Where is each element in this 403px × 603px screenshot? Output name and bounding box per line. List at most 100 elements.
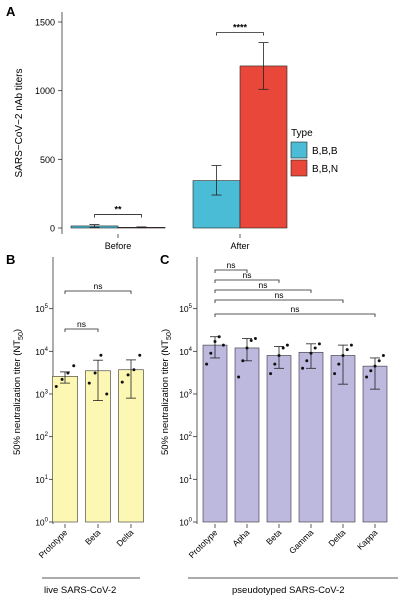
bar-after-b-b-n xyxy=(239,65,288,229)
panel-b-y-label: 50% neutralization titer (NT50) xyxy=(12,329,25,455)
panel-a-letter: A xyxy=(6,4,16,19)
significance-bracket-2 xyxy=(214,289,312,293)
panel-a-bars xyxy=(70,42,288,229)
y-tick-label-1000: 103 xyxy=(35,390,48,400)
y-tick-label-1: 100 xyxy=(179,518,192,528)
data-point-kappa-2 xyxy=(373,364,377,368)
significance-bracket-4 xyxy=(214,313,376,317)
panel-b-significance: ns ns xyxy=(64,281,132,332)
y-tick-label-1000: 103 xyxy=(179,390,192,400)
data-point-apha-4 xyxy=(253,336,257,340)
data-point-prototype-3 xyxy=(72,364,76,368)
data-point-beta-1 xyxy=(273,362,277,366)
y-tick-label-1000: 1000 xyxy=(35,86,55,96)
panel-a-y-ticks: 0 500 1000 1500 xyxy=(35,18,62,234)
bar-gamma xyxy=(298,351,324,523)
data-point-gamma-3 xyxy=(313,346,317,350)
x-tick-label-delta: Delta xyxy=(114,527,135,548)
data-point-gamma-1 xyxy=(305,359,309,363)
data-point-prototype-4 xyxy=(221,343,225,347)
data-point-delta-4 xyxy=(349,343,353,347)
x-tick-label-after: After xyxy=(230,241,249,251)
significance-label-0: ns xyxy=(77,319,86,329)
significance-label-2: ns xyxy=(259,280,268,290)
significance-label-1: ns xyxy=(243,270,252,280)
data-point-beta-0 xyxy=(87,381,91,385)
panel-c-x-ticks: Prototype Apha Beta Gamma Delta Kappa xyxy=(187,524,380,560)
data-point-delta-3 xyxy=(138,353,142,357)
x-tick-label-apha: Apha xyxy=(230,527,251,548)
panel-a-significance: ****** xyxy=(94,23,264,218)
x-tick-label-delta: Delta xyxy=(326,527,347,548)
x-tick-label-prototype: Prototype xyxy=(187,527,220,560)
significance-label-before: ** xyxy=(114,205,122,215)
data-point-apha-0 xyxy=(237,375,241,379)
significance-label-1: ns xyxy=(94,281,103,291)
data-point-apha-2 xyxy=(245,346,249,350)
data-point-beta-1 xyxy=(93,371,97,375)
panel-b-bars xyxy=(52,353,144,523)
significance-bracket-after xyxy=(216,32,264,36)
significance-bracket-0 xyxy=(214,269,248,273)
x-tick-label-before: Before xyxy=(105,241,132,251)
data-point-delta-2 xyxy=(132,368,136,372)
data-point-prototype-1 xyxy=(209,351,213,355)
panel-a-legend: Type B,B,B B,B,N xyxy=(290,128,338,177)
data-point-beta-2 xyxy=(99,353,103,357)
data-point-gamma-0 xyxy=(301,366,305,370)
significance-label-0: ns xyxy=(227,260,236,270)
data-point-delta-1 xyxy=(337,362,341,366)
data-point-beta-4 xyxy=(285,343,289,347)
significance-label-4: ns xyxy=(291,304,300,314)
x-tick-label-kappa: Kappa xyxy=(355,527,380,552)
panel-c-y-label: 50% neutralization titer (NT50) xyxy=(160,329,173,455)
bar-apha xyxy=(234,347,260,523)
significance-bracket-3 xyxy=(214,299,344,303)
legend-swatch-bbn xyxy=(290,159,308,177)
panel-b-x-ticks: Prototype Beta Delta xyxy=(37,524,136,560)
data-point-delta-2 xyxy=(341,353,345,357)
data-point-prototype-3 xyxy=(217,335,221,339)
panel-b-letter: B xyxy=(6,252,15,267)
y-tick-label-1: 100 xyxy=(35,518,48,528)
significance-bracket-1 xyxy=(64,290,132,294)
significance-bracket-0 xyxy=(64,328,99,332)
data-point-gamma-4 xyxy=(317,342,321,346)
legend-title: Type xyxy=(291,128,313,139)
data-point-beta-3 xyxy=(105,392,109,396)
data-point-delta-0 xyxy=(333,372,337,376)
data-point-kappa-3 xyxy=(377,359,381,363)
data-point-prototype-1 xyxy=(60,377,64,381)
data-point-delta-1 xyxy=(126,373,130,377)
panel-a: A 0 500 1000 1500 SARS−CoV−2 nAb titers Bef… xyxy=(6,4,338,251)
data-point-prototype-2 xyxy=(66,371,70,375)
data-point-prototype-0 xyxy=(205,362,209,366)
data-point-prototype-2 xyxy=(213,340,217,344)
data-point-prototype-0 xyxy=(54,384,58,388)
bar-prototype xyxy=(202,344,228,523)
data-point-gamma-2 xyxy=(309,351,313,355)
legend-label-bbb: B,B,B xyxy=(312,146,338,157)
data-point-beta-3 xyxy=(281,346,285,350)
data-point-kappa-4 xyxy=(381,353,385,357)
data-point-kappa-0 xyxy=(365,375,369,379)
panel-c: C 100 101 102 103 104 105 50% neutralization … xyxy=(160,252,398,596)
y-tick-label-500: 500 xyxy=(40,155,55,165)
data-point-beta-0 xyxy=(269,372,273,376)
panel-b-y-ticks: 100 101 102 103 104 105 xyxy=(35,304,53,528)
panel-b: B 100 101 102 103 104 105 50% neutralization … xyxy=(6,252,144,596)
legend-swatch-bbb xyxy=(290,141,308,159)
data-point-beta-2 xyxy=(277,353,281,357)
bar-beta xyxy=(266,355,292,523)
data-point-kappa-1 xyxy=(369,369,373,373)
bar-kappa xyxy=(362,365,388,523)
x-tick-label-beta: Beta xyxy=(264,527,284,547)
panel-c-x-label: pseudotyped SARS-CoV-2 xyxy=(232,585,344,596)
legend-label-bbn: B,B,N xyxy=(312,164,338,175)
significance-bracket-1 xyxy=(214,279,280,283)
panel-b-x-label: live SARS-CoV-2 xyxy=(44,585,116,596)
y-tick-label-100: 102 xyxy=(35,432,48,442)
y-tick-label-10: 101 xyxy=(179,475,192,485)
significance-bracket-before xyxy=(94,214,142,218)
y-tick-label-0: 0 xyxy=(50,224,55,234)
